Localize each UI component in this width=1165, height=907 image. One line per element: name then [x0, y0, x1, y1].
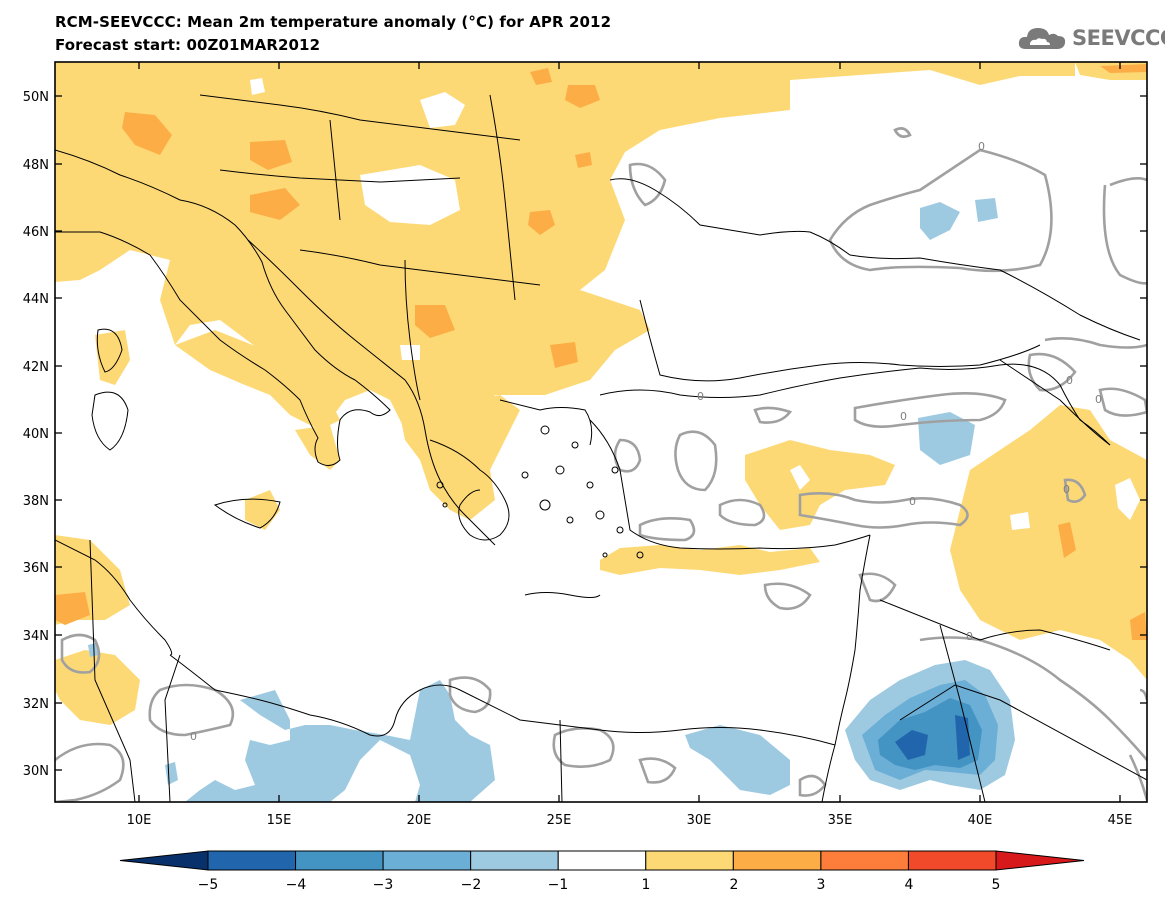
colorbar-tick-label: −3	[373, 877, 394, 893]
map-title: RCM-SEEVCCC: Mean 2m temperature anomaly…	[55, 13, 612, 31]
lat-label: 46N	[23, 225, 49, 240]
lon-label: 15E	[267, 813, 292, 828]
longitude-labels: 10E 15E 20E 25E 30E 35E 40E 45E	[127, 813, 1133, 828]
contour-label: 0	[909, 495, 916, 508]
colorbar-swatch	[907, 850, 997, 871]
colorbar-swatch	[645, 850, 734, 871]
colorbar-labels: −5 −4 −3 −2 −1 1 2 3 4 5	[198, 877, 1001, 893]
contour-label: 0	[1066, 374, 1073, 387]
lat-label: 40N	[23, 427, 49, 442]
logo-text: SEEVCCC	[1072, 26, 1165, 50]
colorbar-tick-label: −2	[461, 877, 482, 893]
forecast-start-label: Forecast start: 00Z01MAR2012	[55, 36, 321, 54]
colorbar-max-arrow	[995, 850, 1085, 871]
contour-label: 0	[900, 410, 907, 423]
lon-label: 20E	[407, 813, 432, 828]
lat-label: 30N	[23, 764, 49, 779]
coastlines-and-borders	[55, 94, 1147, 802]
colorbar-tick-label: 2	[730, 877, 739, 893]
aegean-islands	[436, 425, 644, 559]
contour-label: 0	[1095, 393, 1102, 406]
colorbar-tick-label: −4	[286, 877, 307, 893]
neutral-holes	[250, 78, 1140, 530]
lon-label: 40E	[968, 813, 993, 828]
map-fields: 0 0 0 0 0 0 0 0 0	[55, 62, 1147, 802]
seevccc-logo: SEEVCCC	[1016, 22, 1165, 54]
lat-label: 38N	[23, 494, 49, 509]
warm-strong-anomaly-areas	[55, 64, 1147, 640]
colorbar-swatch	[295, 850, 384, 871]
map-frame	[54, 61, 1148, 803]
colorbar	[119, 850, 1085, 871]
lon-label: 10E	[127, 813, 152, 828]
lon-label: 35E	[828, 813, 853, 828]
colorbar-swatch	[207, 850, 297, 871]
colorbar-tick-label: 1	[642, 877, 651, 893]
lon-label: 45E	[1108, 813, 1133, 828]
contour-label: 0	[1063, 483, 1070, 496]
lon-label: 25E	[547, 813, 572, 828]
colorbar-swatch	[557, 850, 647, 871]
axis-ticks	[55, 62, 1147, 802]
latitude-labels: 50N 48N 46N 44N 42N 40N 38N 36N 34N 32N …	[23, 90, 49, 779]
contour-label: 0	[190, 730, 197, 743]
lat-label: 36N	[23, 561, 49, 576]
lat-label: 42N	[23, 360, 49, 375]
lat-label: 50N	[23, 90, 49, 105]
contour-label: 0	[966, 630, 973, 643]
colorbar-swatch	[732, 850, 822, 871]
lon-label: 30E	[687, 813, 712, 828]
colorbar-tick-label: −1	[548, 877, 569, 893]
colorbar-swatch	[820, 850, 909, 871]
lat-label: 48N	[23, 158, 49, 173]
lat-label: 44N	[23, 292, 49, 307]
colorbar-swatch	[470, 850, 559, 871]
warm-anomaly-areas	[55, 62, 1147, 725]
lat-label: 34N	[23, 629, 49, 644]
contour-label: 0	[978, 140, 985, 153]
lat-label: 32N	[23, 697, 49, 712]
colorbar-swatch	[382, 850, 472, 871]
colorbar-tick-label: 4	[905, 877, 914, 893]
cloud-icon	[1018, 28, 1066, 49]
contour-label: 0	[697, 390, 704, 403]
colorbar-tick-label: 5	[992, 877, 1001, 893]
colorbar-tick-label: −5	[198, 877, 219, 893]
contour-labels: 0 0 0 0 0 0 0 0 0	[190, 140, 1102, 743]
colorbar-min-arrow	[119, 850, 209, 871]
zero-contours	[55, 127, 1147, 802]
colorbar-tick-label: 3	[817, 877, 826, 893]
